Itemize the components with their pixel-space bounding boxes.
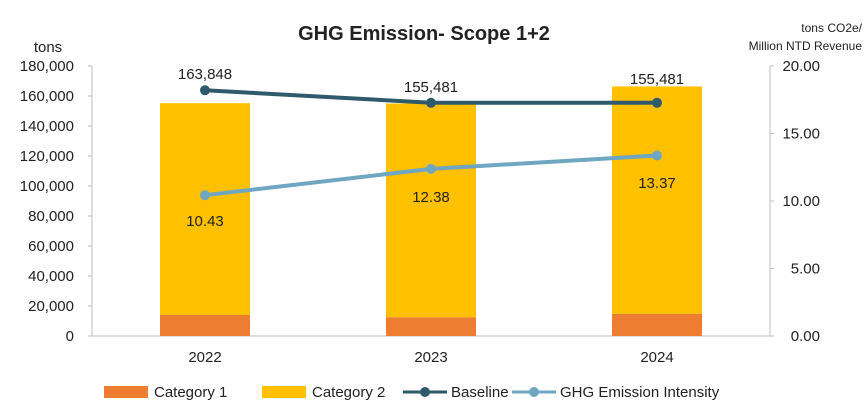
intensity-point — [652, 150, 662, 161]
bar-category-2 — [386, 103, 476, 318]
legend: Category 1 Category 2 Baseline GHG Emission… — [104, 384, 720, 401]
intensity-point — [426, 163, 436, 174]
y-tick-label: 160,000 — [20, 88, 74, 105]
y2-axis-unit-line2: Million NTD Revenue — [749, 39, 863, 53]
plot-area: 0 20,000 40,000 60,000 80,000 100,000 120,000 1… — [20, 58, 820, 366]
y-tick-label: 140,000 — [20, 118, 74, 135]
y-tick-label: 40,000 — [28, 268, 74, 285]
y2-tick-label: 15.00 — [782, 126, 820, 143]
legend-marker — [529, 387, 539, 397]
y-tick-label: 20,000 — [28, 298, 74, 315]
y-tick-label: 100,000 — [20, 178, 74, 195]
legend-swatch — [104, 386, 148, 398]
y2-tick-label: 5.00 — [791, 261, 820, 278]
y-tick-label: 180,000 — [20, 58, 74, 75]
y-axis-unit-label: tons — [34, 39, 62, 56]
baseline-point — [652, 97, 662, 108]
legend-marker — [420, 387, 430, 397]
y-tick-label: 0 — [66, 328, 74, 345]
legend-label: GHG Emission Intensity — [560, 384, 720, 401]
bar-category-1 — [612, 313, 702, 336]
baseline-point — [426, 97, 436, 108]
baseline-data-label: 155,481 — [630, 71, 684, 88]
bar-category-2 — [160, 103, 250, 315]
legend-label: Category 1 — [154, 384, 227, 401]
chart-title: GHG Emission- Scope 1+2 — [298, 23, 550, 45]
y2-axis-unit-line1: tons CO2e/ — [801, 21, 862, 35]
y-tick-label: 80,000 — [28, 208, 74, 225]
baseline-data-label: 163,848 — [178, 66, 232, 83]
y-tick-label: 120,000 — [20, 148, 74, 165]
intensity-point — [200, 190, 210, 201]
intensity-data-label: 12.38 — [412, 189, 450, 206]
x-tick-label: 2024 — [640, 349, 673, 366]
bar-category-1 — [160, 315, 250, 336]
intensity-data-label: 13.37 — [638, 175, 676, 192]
y-tick-label: 60,000 — [28, 238, 74, 255]
bar-category-1 — [386, 317, 476, 336]
y2-tick-label: 20.00 — [782, 58, 820, 75]
legend-label: Category 2 — [312, 384, 385, 401]
x-tick-label: 2022 — [188, 349, 221, 366]
legend-swatch — [262, 386, 306, 398]
legend-label: Baseline — [451, 384, 509, 401]
intensity-data-label: 10.43 — [186, 213, 224, 230]
x-tick-label: 2023 — [414, 349, 447, 366]
bar-category-2 — [612, 86, 702, 314]
y2-tick-label: 0.00 — [791, 328, 820, 345]
baseline-point — [200, 85, 210, 96]
y2-tick-label: 10.00 — [782, 193, 820, 210]
baseline-data-label: 155,481 — [404, 79, 458, 96]
